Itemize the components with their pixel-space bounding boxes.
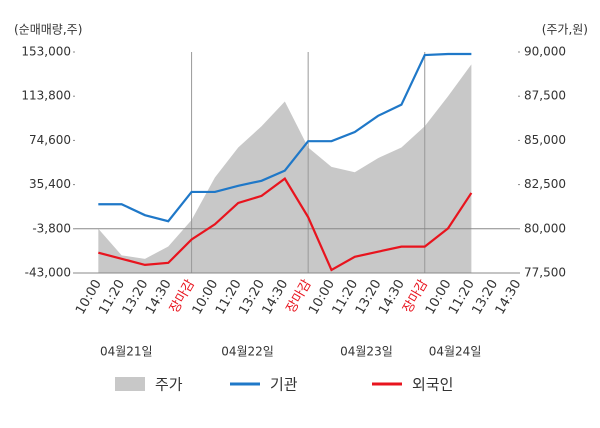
- day-label: 04월23일: [340, 345, 393, 359]
- y-tick-label: -43,000: [25, 266, 71, 280]
- y-tick-label: 74,600: [29, 133, 71, 147]
- day-label: 04월22일: [221, 345, 274, 359]
- day-label: 04월21일: [100, 345, 153, 359]
- y2-tick-label: 82,500: [524, 177, 566, 191]
- y-tick-label: 113,800: [21, 89, 71, 103]
- y-tick-label: -3,800: [32, 221, 71, 235]
- series-line: [98, 177, 473, 272]
- y2-axis-label: (주가,원): [542, 23, 588, 37]
- y2-tick-label: 77,500: [524, 266, 566, 280]
- legend-label: 주가: [155, 376, 183, 394]
- y2-tick-label: 85,000: [524, 133, 566, 147]
- day-label: 04월24일: [429, 345, 482, 359]
- series-line: [98, 52, 472, 223]
- legend-swatch: [115, 377, 145, 391]
- y2-tick-label: 80,000: [524, 221, 566, 235]
- legend-label: 기관: [270, 376, 298, 394]
- legend-label: 외국인: [412, 376, 453, 394]
- y2-tick-label: 90,000: [524, 45, 566, 59]
- y2-tick-label: 87,500: [524, 89, 566, 103]
- y-tick-label: 153,000: [21, 45, 71, 59]
- y-tick-label: 35,400: [29, 177, 71, 191]
- y-axis-label: (순매매량,주): [14, 23, 82, 37]
